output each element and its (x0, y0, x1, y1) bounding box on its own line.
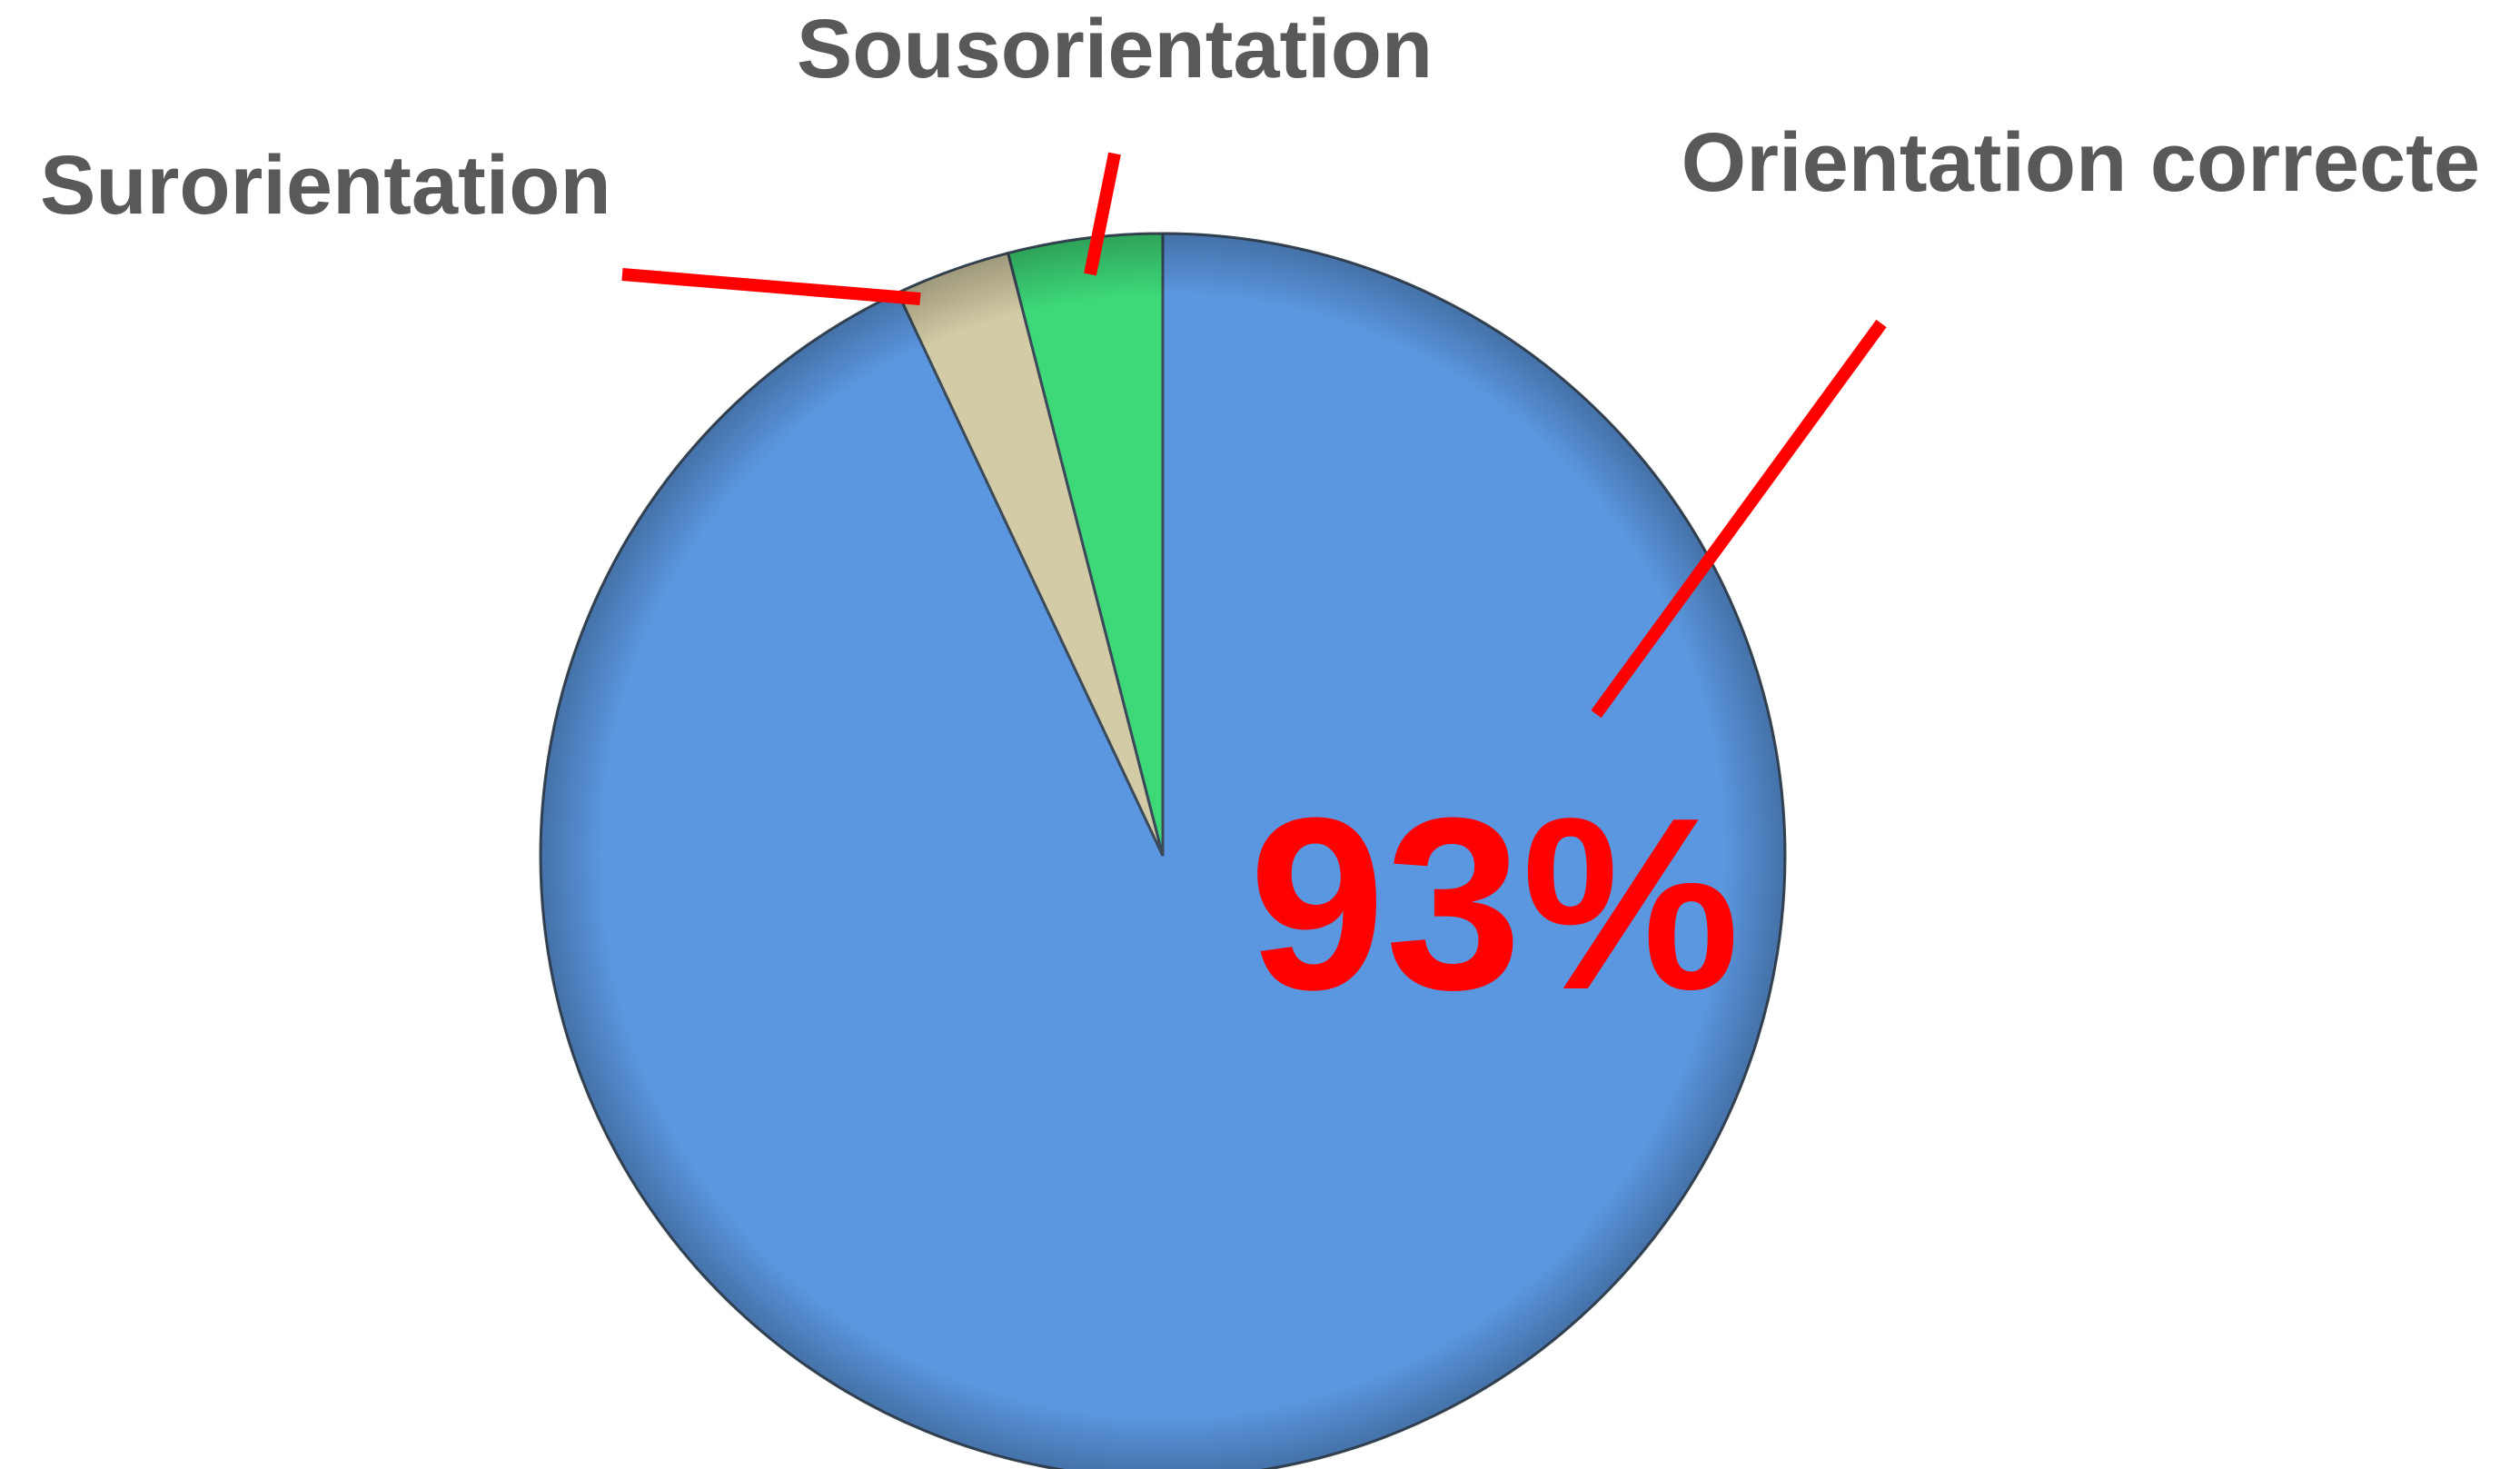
leader-line (1591, 319, 1887, 719)
leader-line (1084, 152, 1121, 276)
slice-label: Sousorientation (797, 3, 1433, 95)
leader-line (621, 268, 921, 305)
data-label: 93% (1249, 768, 1740, 1041)
slice-label: Surorientation (40, 139, 611, 232)
slice-label: Orientation correcte (1682, 116, 2480, 209)
